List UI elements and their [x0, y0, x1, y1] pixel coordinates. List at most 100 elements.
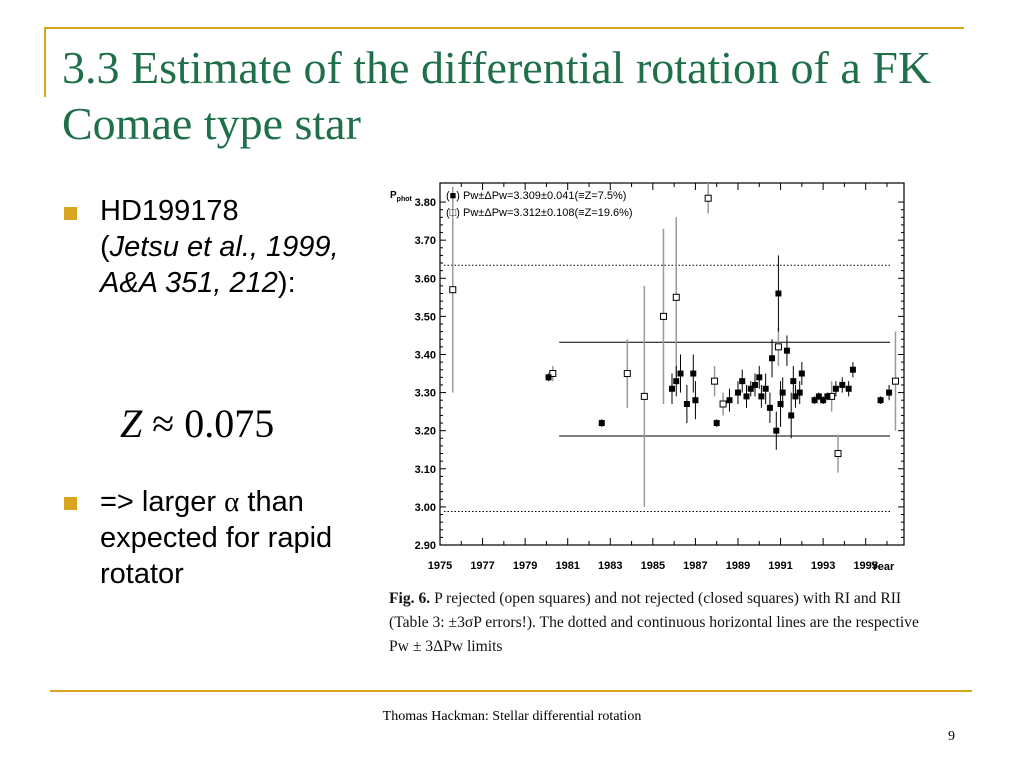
x-tick-label: 1975 — [428, 560, 452, 572]
x-tick-label: 1983 — [598, 560, 622, 572]
legend-open: (□) Pw±ΔPw=3.312±0.108(≡Z=19.6%) — [446, 207, 633, 219]
accepted-point — [845, 385, 852, 392]
accepted-point — [683, 401, 690, 408]
period-chart: 2.90 3.00 3.10 3.20 3.30 3.40 3.50 3.60 3.70 3.80… — [390, 182, 905, 573]
accepted-point — [545, 374, 552, 381]
accepted-point — [839, 381, 846, 388]
accepted-point — [756, 374, 763, 381]
rejected-point — [891, 377, 899, 385]
bullet-2-suffix: than expected for rapid rotator — [100, 486, 333, 590]
accepted-point — [790, 378, 797, 385]
footer-text: Thomas Hackman: Stellar differential rot… — [382, 709, 642, 724]
y-tick-label: 3.00 — [415, 502, 436, 514]
bullet-1-ref: Jetsu et al., 1999, A&A 351, 212 — [100, 231, 339, 299]
bullet-1-open: ( — [100, 231, 110, 263]
y-tick-label: 3.30 — [415, 388, 436, 400]
x-tick-label: 1987 — [683, 560, 707, 572]
accepted-point — [769, 355, 776, 362]
accepted-point — [762, 385, 769, 392]
accepted-point — [747, 385, 754, 392]
accepted-point — [811, 397, 818, 404]
accepted-point — [743, 393, 750, 400]
y-axis-label-sub: phot — [397, 196, 413, 203]
rejected-point — [704, 194, 712, 202]
rejected-point — [774, 343, 782, 351]
rejected-point — [640, 392, 648, 400]
formula-rest: ≈ 0.075 — [152, 401, 275, 446]
x-tick-label: 1995 — [853, 560, 877, 572]
rejected-point — [719, 400, 727, 408]
accepted-point — [752, 381, 759, 388]
legend-closed: (■) Pw±ΔPw=3.309±0.041(≡Z=7.5%) — [446, 190, 626, 202]
x-tick-label: 1991 — [768, 560, 792, 572]
rejected-point — [672, 293, 680, 301]
accepted-point — [677, 370, 684, 377]
y-tick-label: 3.20 — [415, 426, 436, 438]
y-tick-label: 3.40 — [415, 349, 436, 361]
accepted-point — [690, 370, 697, 377]
bullet-marker — [64, 207, 77, 220]
caption-text: P rejected (open squares) and not reject… — [389, 590, 919, 655]
y-tick-label: 3.10 — [415, 464, 436, 476]
y-tick-label: 3.80 — [415, 197, 436, 209]
accepted-point — [692, 397, 699, 404]
accepted-point — [734, 389, 741, 396]
x-tick-label: 1981 — [555, 560, 579, 572]
accepted-point — [713, 420, 720, 427]
rejected-point — [834, 450, 842, 458]
accepted-point — [788, 412, 795, 419]
accepted-point — [739, 378, 746, 385]
x-tick-label: 1989 — [726, 560, 750, 572]
accepted-point — [832, 385, 839, 392]
accepted-point — [775, 290, 782, 297]
formula-z: Z — [120, 401, 143, 446]
y-tick-label: 3.50 — [415, 311, 436, 323]
rejected-point — [711, 377, 719, 385]
accepted-point — [669, 385, 675, 392]
bullet-2: => larger α than expected for rapid rota… — [100, 484, 380, 592]
footer-line — [50, 690, 972, 692]
bullet-1-star: HD199178 — [100, 195, 239, 227]
slide-title: 3.3 Estimate of the differential rotatio… — [62, 42, 932, 149]
accepted-point — [783, 347, 790, 354]
alpha-symbol: α — [224, 486, 240, 518]
frame-top-line — [44, 27, 964, 29]
y-axis-label-p: P — [390, 190, 397, 201]
accepted-point — [792, 393, 799, 400]
accepted-point — [815, 393, 822, 400]
y-axis-label: Pphot — [390, 190, 412, 203]
accepted-point — [726, 397, 733, 404]
accepted-point — [886, 389, 893, 396]
accepted-point — [773, 427, 780, 434]
z-formula: Z ≈ 0.075 — [120, 400, 274, 447]
rejected-point — [549, 370, 557, 378]
y-tick-label: 3.70 — [415, 235, 436, 247]
rejected-point — [659, 312, 667, 320]
y-tick-label: 2.90 — [415, 540, 436, 552]
frame-left-line — [44, 27, 46, 97]
accepted-point — [598, 420, 605, 427]
accepted-point — [758, 393, 765, 400]
bullet-1: HD199178 (Jetsu et al., 1999, A&A 351, 2… — [100, 193, 370, 301]
x-axis-label: Year — [871, 561, 895, 573]
accepted-point — [766, 404, 773, 411]
plot-frame — [439, 182, 905, 546]
page-number: 9 — [948, 729, 955, 744]
accepted-point — [673, 378, 680, 385]
bullet-1-close: ): — [277, 267, 296, 299]
accepted-point — [779, 389, 786, 396]
figure-caption: Fig. 6. P rejected (open squares) and no… — [389, 587, 929, 659]
caption-figure-number: Fig. 6. — [389, 590, 431, 607]
bullet-marker — [64, 497, 77, 510]
accepted-point — [798, 370, 805, 377]
accepted-point — [824, 393, 831, 400]
x-tick-label: 1977 — [470, 560, 494, 572]
x-tick-label: 1979 — [513, 560, 537, 572]
accepted-point — [849, 366, 856, 373]
rejected-point — [449, 286, 457, 294]
x-tick-label: 1985 — [641, 560, 665, 572]
accepted-point — [796, 389, 803, 396]
x-tick-label: 1993 — [811, 560, 835, 572]
y-tick-label: 3.60 — [415, 273, 436, 285]
accepted-point — [820, 397, 827, 404]
